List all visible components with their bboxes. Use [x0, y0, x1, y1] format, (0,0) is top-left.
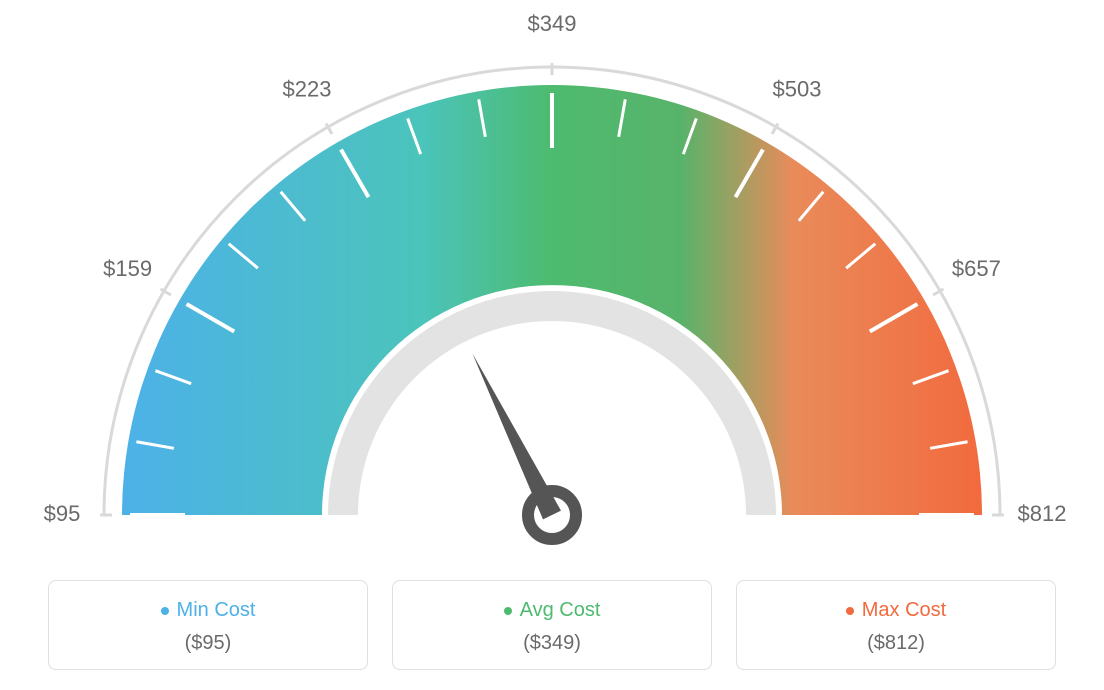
legend-max-text: Max Cost [862, 599, 946, 622]
legend-avg-box: Avg Cost ($349) [392, 580, 712, 670]
svg-text:$223: $223 [283, 76, 332, 101]
svg-text:$95: $95 [44, 501, 81, 526]
legend-min-box: Min Cost ($95) [48, 580, 368, 670]
dot-icon [161, 607, 169, 615]
svg-text:$657: $657 [952, 256, 1001, 281]
svg-text:$812: $812 [1018, 501, 1067, 526]
legend-max-value: ($812) [737, 632, 1055, 655]
dot-icon [504, 607, 512, 615]
legend-min-value: ($95) [49, 632, 367, 655]
gauge-svg: $95 $159 $223 $349 $503 $657 $812 [0, 0, 1104, 560]
legend-avg-text: Avg Cost [520, 599, 601, 622]
legend-avg-label: Avg Cost [504, 599, 601, 622]
legend-row: Min Cost ($95) Avg Cost ($349) Max Cost … [0, 580, 1104, 670]
legend-max-label: Max Cost [846, 599, 946, 622]
svg-text:$159: $159 [103, 256, 152, 281]
dot-icon [846, 607, 854, 615]
svg-text:$503: $503 [773, 76, 822, 101]
svg-text:$349: $349 [528, 11, 577, 36]
legend-min-label: Min Cost [161, 599, 256, 622]
legend-max-box: Max Cost ($812) [736, 580, 1056, 670]
legend-min-text: Min Cost [177, 599, 256, 622]
cost-gauge-chart: $95 $159 $223 $349 $503 $657 $812 [0, 0, 1104, 565]
legend-avg-value: ($349) [393, 632, 711, 655]
